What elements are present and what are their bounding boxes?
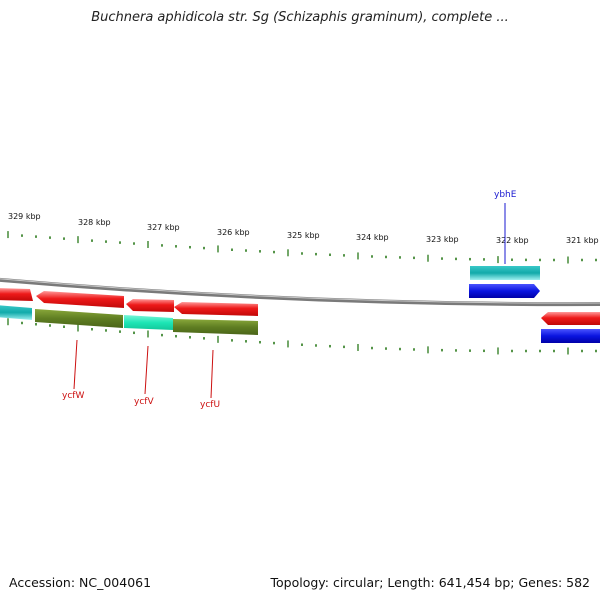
ruler-label-323kbp: 323 kbp [426, 235, 459, 244]
gene-label-ycfU[interactable]: ycfU [200, 400, 220, 410]
map-title: Buchnera aphidicola str. Sg (Schizaphis … [91, 10, 509, 25]
ruler-label-326kbp: 326 kbp [217, 228, 250, 237]
ruler-label-329kbp: 329 kbp [8, 212, 41, 221]
ycfW-callout-line [73, 339, 78, 390]
ruler-label-328kbp: 328 kbp [78, 218, 111, 227]
ruler-label-321kbp: 321 kbp [566, 236, 599, 245]
ruler-label-322kbp: 322 kbp [496, 236, 529, 245]
gene-arrow-red[interactable] [36, 291, 124, 308]
gene-block-blue[interactable] [541, 329, 600, 343]
gene-arrow-red[interactable] [126, 299, 174, 312]
genome-stats-text: Topology: circular; Length: 641,454 bp; … [270, 575, 591, 590]
genome-backbone-highlight [0, 278, 600, 304]
inner-ruler [7, 318, 597, 355]
gene-label-ycfW[interactable]: ycfW [62, 391, 84, 401]
ruler-label-327kbp: 327 kbp [147, 223, 180, 232]
gene-label-ycfV[interactable]: ycfV [134, 397, 154, 407]
gene-arrow-red[interactable] [541, 312, 600, 325]
gene-label-ybhE[interactable]: ybhE [494, 190, 517, 200]
gene-arrow-red[interactable] [0, 288, 33, 301]
gene-arrow-blue[interactable] [469, 284, 540, 298]
forward-strand [0, 288, 600, 325]
outer-ruler [7, 231, 597, 264]
ycfU-callout-line [210, 349, 214, 399]
gene-ycfV-block[interactable] [124, 315, 173, 330]
ruler-label-324kbp: 324 kbp [356, 233, 389, 242]
gene-arrow-red[interactable] [174, 302, 258, 316]
gene-ycfU-block[interactable] [173, 319, 258, 335]
ruler-label-325kbp: 325 kbp [287, 231, 320, 240]
ycfV-callout-line [144, 345, 149, 395]
gene-block-cyan[interactable] [0, 305, 32, 320]
genome-backbone [0, 277, 600, 307]
accession-text: Accession: NC_004061 [9, 575, 152, 590]
gene-ybhE-block[interactable] [470, 266, 540, 280]
gene-ycfW-block[interactable] [35, 309, 123, 328]
reverse-strand [0, 266, 600, 343]
